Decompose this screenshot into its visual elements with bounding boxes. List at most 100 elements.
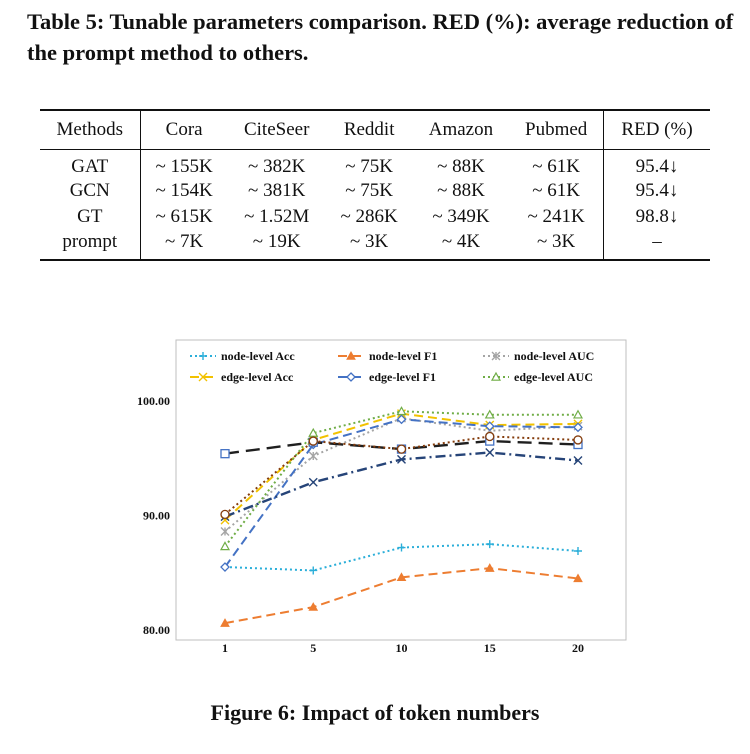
series-line-9 xyxy=(224,435,579,516)
table-cell: 95.4↓ xyxy=(603,149,710,178)
table-cell: ~ 61K xyxy=(532,179,581,201)
table-row: GAT ~ 155K ~ 382K ~ 75K ~ 88K ~ 61K 95.4… xyxy=(40,149,710,178)
legend-marker xyxy=(198,372,208,382)
series-point-6 xyxy=(308,427,319,437)
table-cell: 95.4↓ xyxy=(603,177,710,204)
table-row: GCN ~ 154K ~ 381K ~ 75K ~ 88K ~ 61K 95.4… xyxy=(40,177,710,204)
series-point-9 xyxy=(485,431,495,442)
series-point-1 xyxy=(485,540,494,549)
series-point-2 xyxy=(220,618,230,627)
table-cell: ~ 88K xyxy=(437,155,485,177)
parameters-table: Methods Cora CiteSeer Reddit Amazon Pubm… xyxy=(40,109,710,261)
table-cell: ~ 61K xyxy=(532,155,581,177)
series-point-9 xyxy=(220,509,230,520)
x-tick-label: 20 xyxy=(572,641,584,655)
table-cell: ~ 4K xyxy=(441,230,481,252)
table-cell: ~ 349K xyxy=(432,206,490,228)
series-point-2 xyxy=(573,573,583,583)
series-point-9 xyxy=(396,444,407,454)
table-cell: ~ 381K xyxy=(248,179,306,201)
legend-label: edge-level AUC xyxy=(514,370,593,384)
series-point-5 xyxy=(484,421,495,432)
header-cora: Cora xyxy=(139,110,228,149)
header-citeseer: CiteSeer xyxy=(243,118,310,140)
series-point-5 xyxy=(396,414,407,425)
table-cell: ~ 1.52M xyxy=(244,206,310,228)
series-point-8 xyxy=(573,456,583,466)
y-tick-label: 100.00 xyxy=(137,394,170,408)
plot-frame xyxy=(175,339,627,641)
table-cell: ~ 75K xyxy=(345,179,394,201)
table-cell: ~ 75K xyxy=(345,155,394,177)
legend-label: node-level F1 xyxy=(369,349,437,363)
series-line-8 xyxy=(224,451,579,518)
series-point-2 xyxy=(308,602,319,611)
table-cell: ~ 155K xyxy=(139,149,228,178)
table-cell: ~ 88K xyxy=(437,179,485,201)
table-header-row: Methods Cora CiteSeer Reddit Amazon Pubm… xyxy=(40,110,710,149)
table-row: prompt ~ 7K ~ 19K ~ 3K ~ 4K ~ 3K – xyxy=(40,230,710,260)
series-point-6 xyxy=(572,409,584,419)
x-tick-label: 5 xyxy=(310,641,316,655)
table-cell: ~ 19K xyxy=(252,230,301,252)
series-point-9 xyxy=(573,435,583,445)
table-cell: GT xyxy=(77,206,103,228)
series-point-1 xyxy=(397,543,406,552)
table-cell: ~ 7K xyxy=(139,230,228,260)
table-row: GT ~ 615K ~ 1.52M ~ 286K ~ 349K ~ 241K 9… xyxy=(40,204,710,231)
series-point-2 xyxy=(396,572,407,582)
table-cell: 98.8↓ xyxy=(603,204,710,231)
table-cell: – xyxy=(603,230,710,260)
table-cell: ~ 154K xyxy=(139,177,228,204)
series-point-1 xyxy=(309,566,318,575)
legend-marker xyxy=(491,351,501,361)
y-tick-label: 80.00 xyxy=(143,623,170,637)
series-point-5 xyxy=(573,422,583,433)
series-point-6 xyxy=(219,541,231,551)
figure-caption: Figure 6: Impact of token numbers xyxy=(210,700,540,725)
table-cell: ~ 382K xyxy=(248,155,306,177)
series-point-9 xyxy=(308,436,318,446)
series-point-3 xyxy=(220,527,230,537)
legend-label: node-level AUC xyxy=(514,349,594,363)
table-cell: ~ 615K xyxy=(139,204,228,231)
legend-label: node-level Acc xyxy=(221,349,295,363)
series-point-8 xyxy=(397,454,406,464)
series-point-6 xyxy=(484,409,495,419)
x-tick-label: 10 xyxy=(396,641,408,655)
series-point-2 xyxy=(484,563,495,572)
table-cell: prompt xyxy=(62,230,118,252)
legend-marker xyxy=(346,372,356,382)
x-tick-label: 15 xyxy=(484,641,496,655)
series-point-3 xyxy=(308,451,318,461)
figure: 80.00 90.00 100.00 1 5 10 15 20 node-level Acc no… xyxy=(0,290,750,710)
header-pubmed: Pubmed xyxy=(525,118,588,140)
series-line-6 xyxy=(224,410,578,548)
table-cell: ~ 3K xyxy=(350,230,389,252)
legend-label: edge-level Acc xyxy=(221,370,294,384)
table-cell: ~ 286K xyxy=(340,206,398,228)
series-point-6 xyxy=(396,406,407,416)
series-point-1 xyxy=(574,546,582,555)
legend-marker xyxy=(199,352,207,360)
series-point-8 xyxy=(308,477,318,487)
header-reddit: Reddit xyxy=(343,118,395,140)
header-amazon: Amazon xyxy=(428,118,494,140)
table-cell: GAT xyxy=(71,155,109,177)
table-cell: GCN xyxy=(69,179,110,201)
series-point-8 xyxy=(485,448,495,458)
table-cell: ~ 241K xyxy=(527,206,585,228)
header-methods: Methods xyxy=(56,118,124,140)
y-tick-label: 90.00 xyxy=(143,509,170,523)
table-cell: ~ 3K xyxy=(537,230,576,252)
legend-marker xyxy=(346,350,356,360)
x-tick-label: 1 xyxy=(222,641,228,655)
header-red: RED (%) xyxy=(603,110,710,149)
series-point-5 xyxy=(220,562,230,572)
table-caption: Table 5: Tunable parameters comparison. … xyxy=(27,9,734,65)
series-point-7 xyxy=(220,449,230,459)
series-line-3 xyxy=(224,417,579,533)
legend-label: edge-level F1 xyxy=(369,370,436,384)
legend-marker xyxy=(490,371,502,381)
